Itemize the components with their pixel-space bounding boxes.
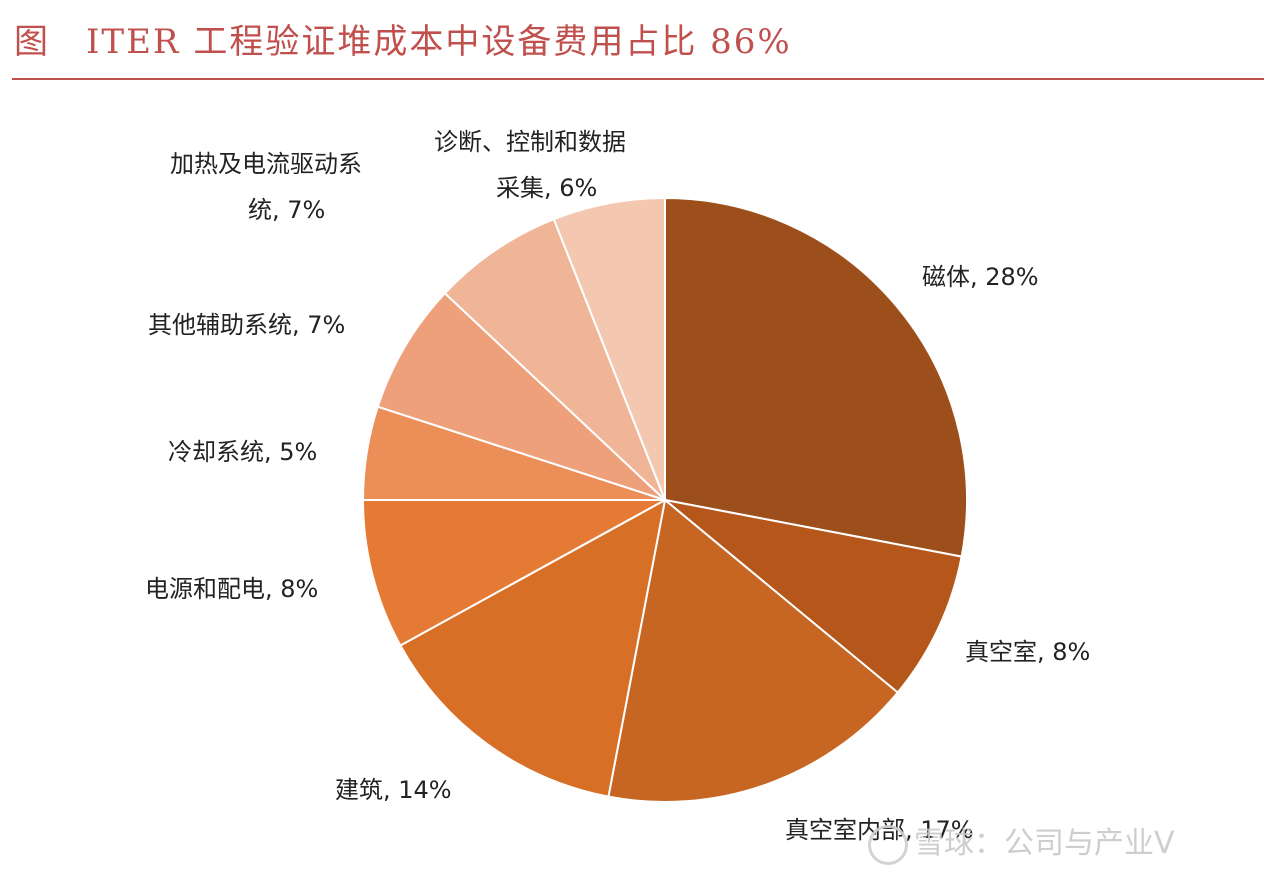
pie-slice-3: [607, 498, 900, 803]
title-divider: [12, 78, 1264, 80]
snowball-logo-icon: [868, 824, 908, 865]
slice-label-6: 冷却系统, 5%: [168, 438, 317, 466]
page-title: 图 ITER 工程验证堆成本中设备费用占比 86%: [14, 22, 792, 62]
pie-slice-2: [664, 499, 963, 694]
pie-slice-1: [664, 196, 968, 558]
watermark: 雪球：公司与产业V: [868, 818, 1175, 865]
pie-slice-9: [552, 196, 666, 501]
pie-slice-4: [398, 498, 667, 798]
pie-slice-8: [443, 217, 666, 501]
slice-label-2: 真空室, 8%: [965, 638, 1090, 666]
pie-slices: [361, 196, 968, 803]
slice-label-5: 电源和配电, 8%: [145, 575, 318, 603]
slice-label-4: 建筑, 14%: [335, 776, 452, 804]
pie-slice-7: [376, 291, 666, 501]
slice-label-7: 其他辅助系统, 7%: [148, 311, 345, 339]
pie-slice-5: [361, 499, 666, 647]
slice-label-9: 诊断、控制和数据采集, 6%: [434, 128, 626, 202]
slice-label-1: 磁体, 28%: [922, 263, 1039, 291]
slice-label-8: 加热及电流驱动系统, 7%: [170, 150, 362, 224]
